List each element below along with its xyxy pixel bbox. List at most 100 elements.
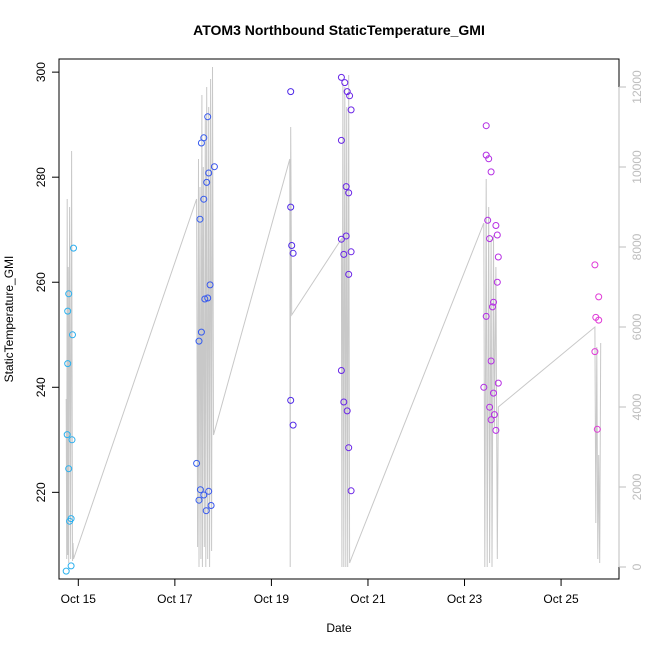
data-point bbox=[289, 421, 297, 429]
data-point bbox=[288, 242, 296, 249]
y-tick-label: 280 bbox=[34, 167, 48, 187]
data-point bbox=[196, 215, 204, 223]
data-point bbox=[489, 303, 496, 311]
data-point bbox=[347, 106, 355, 114]
y2-tick-label: 0 bbox=[630, 563, 644, 570]
y2-tick-label: 8000 bbox=[630, 233, 644, 260]
data-point bbox=[203, 178, 211, 186]
data-point bbox=[65, 465, 73, 473]
data-point bbox=[494, 379, 502, 387]
data-point bbox=[341, 79, 349, 87]
axes: Oct 15 Oct 17 Oct 19 Oct 21 Oct 23 Oct 25 220 2… bbox=[34, 62, 644, 606]
data-point bbox=[65, 290, 73, 298]
data-point bbox=[493, 278, 501, 286]
data-point bbox=[494, 253, 502, 261]
data-point bbox=[337, 367, 345, 374]
data-point bbox=[591, 261, 599, 269]
data-point bbox=[593, 425, 601, 433]
data-point bbox=[337, 235, 345, 243]
data-point bbox=[347, 487, 355, 495]
data-point bbox=[595, 316, 603, 324]
y2-tick-label: 4000 bbox=[630, 393, 644, 420]
data-point bbox=[486, 403, 494, 411]
x-axis-label: Date bbox=[326, 621, 352, 635]
y2-tick-label: 10000 bbox=[630, 150, 644, 184]
data-point bbox=[207, 502, 215, 509]
data-point bbox=[63, 431, 71, 439]
secondary-line bbox=[65, 66, 602, 568]
data-point bbox=[482, 122, 490, 130]
data-point bbox=[193, 459, 201, 467]
data-point bbox=[62, 567, 70, 575]
y-tick-label: 240 bbox=[34, 377, 48, 397]
data-point bbox=[591, 348, 599, 356]
data-point bbox=[487, 357, 495, 365]
data-point bbox=[195, 496, 203, 504]
data-point bbox=[202, 507, 210, 515]
data-point bbox=[289, 249, 297, 257]
data-point bbox=[70, 244, 77, 252]
data-point bbox=[195, 337, 203, 345]
x-tick-label: Oct 23 bbox=[447, 592, 483, 606]
data-point bbox=[595, 293, 603, 301]
data-point bbox=[485, 155, 493, 163]
data-point bbox=[287, 203, 295, 211]
data-point bbox=[342, 232, 350, 240]
data-point bbox=[287, 396, 295, 404]
data-point bbox=[337, 73, 345, 81]
data-point bbox=[205, 487, 213, 495]
y-axis-label: StaticTemperature_GMI bbox=[2, 256, 16, 383]
data-point bbox=[346, 92, 354, 100]
data-point bbox=[200, 195, 208, 203]
data-point bbox=[340, 398, 348, 406]
x-tick-label: Oct 25 bbox=[543, 592, 579, 606]
data-point bbox=[345, 189, 353, 197]
data-point bbox=[492, 222, 500, 229]
y2-tick-label: 6000 bbox=[630, 313, 644, 340]
data-point bbox=[487, 168, 495, 176]
data-point bbox=[480, 383, 488, 391]
data-point bbox=[201, 295, 209, 303]
data-point bbox=[490, 389, 497, 397]
data-point bbox=[342, 183, 350, 191]
data-point bbox=[343, 407, 351, 415]
data-point bbox=[337, 136, 345, 144]
data-point bbox=[486, 235, 494, 243]
data-point bbox=[347, 248, 355, 256]
data-point bbox=[487, 416, 495, 424]
data-point bbox=[345, 444, 353, 452]
plot-frame bbox=[58, 58, 620, 580]
data-point bbox=[64, 307, 72, 315]
data-point bbox=[68, 436, 76, 444]
data-point bbox=[287, 88, 295, 96]
data-point bbox=[196, 486, 204, 494]
x-tick-label: Oct 15 bbox=[61, 592, 97, 606]
data-point bbox=[197, 328, 205, 336]
data-point bbox=[210, 163, 218, 171]
x-tick-label: Oct 21 bbox=[350, 592, 386, 606]
data-point bbox=[205, 169, 213, 177]
x-tick-label: Oct 17 bbox=[157, 592, 193, 606]
data-point bbox=[204, 113, 212, 121]
data-point bbox=[482, 312, 490, 320]
data-point bbox=[490, 298, 497, 306]
data-point bbox=[204, 294, 212, 302]
y-tick-label: 260 bbox=[34, 272, 48, 292]
data-point bbox=[67, 562, 75, 570]
y-tick-label: 300 bbox=[34, 62, 48, 82]
secondary-series bbox=[65, 66, 602, 568]
data-point bbox=[200, 134, 208, 142]
data-point bbox=[493, 231, 501, 239]
data-point bbox=[200, 491, 208, 499]
data-point bbox=[206, 281, 214, 289]
y2-tick-label: 2000 bbox=[630, 473, 644, 500]
y2-tick-label: 12000 bbox=[630, 70, 644, 104]
data-point bbox=[67, 515, 75, 523]
data-point bbox=[340, 250, 348, 258]
data-point bbox=[490, 411, 498, 419]
x-tick-label: Oct 19 bbox=[254, 592, 290, 606]
data-point bbox=[69, 331, 76, 339]
data-points bbox=[62, 73, 603, 575]
chart-title: ATOM3 Northbound StaticTemperature_GMI bbox=[193, 22, 485, 38]
